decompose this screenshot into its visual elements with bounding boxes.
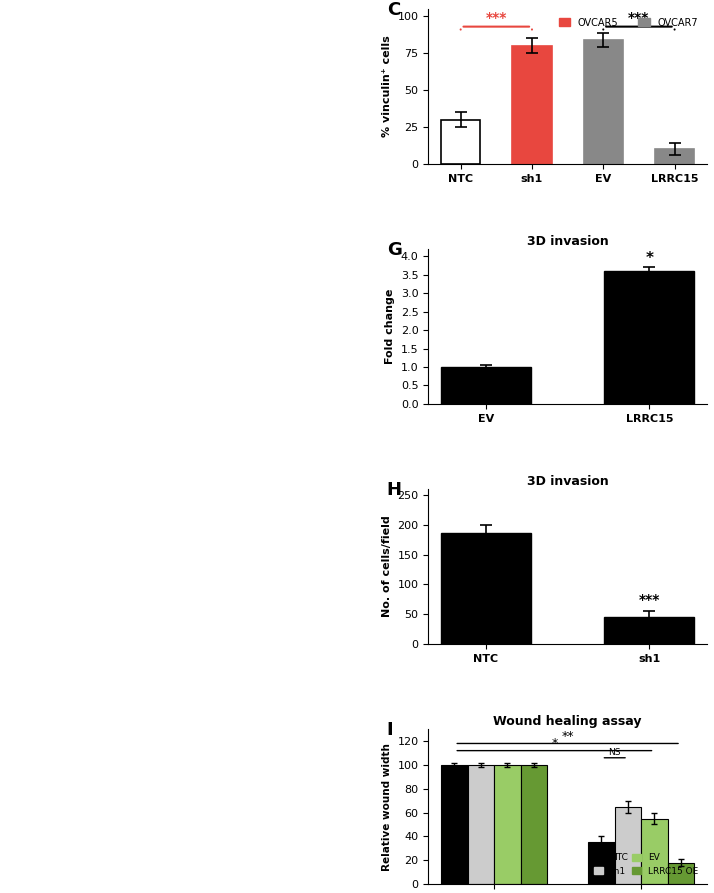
Text: ***: *** <box>638 593 660 607</box>
Legend: OVCAR5, OVCAR7: OVCAR5, OVCAR7 <box>555 13 702 31</box>
Bar <box>468 765 494 884</box>
Text: *: * <box>645 251 653 265</box>
Bar <box>441 120 481 163</box>
Bar <box>604 271 694 404</box>
Text: C: C <box>387 1 400 19</box>
Text: I: I <box>387 722 393 739</box>
Y-axis label: No. of cells/field: No. of cells/field <box>382 515 392 617</box>
Bar <box>655 149 694 163</box>
Text: ***: *** <box>628 11 650 25</box>
Bar <box>588 842 615 884</box>
Text: **: ** <box>561 730 574 743</box>
Text: H: H <box>387 481 402 499</box>
Text: *: * <box>551 737 558 750</box>
Y-axis label: Fold change: Fold change <box>386 288 396 364</box>
Title: 3D invasion: 3D invasion <box>527 475 608 488</box>
Legend: NTC, sh1, EV, LRRC15 OE: NTC, sh1, EV, LRRC15 OE <box>590 850 703 880</box>
Text: ***: *** <box>486 11 507 25</box>
Bar <box>604 617 694 644</box>
Y-axis label: Relative wound width: Relative wound width <box>382 743 392 871</box>
Y-axis label: % vinculin⁺ cells: % vinculin⁺ cells <box>382 36 392 138</box>
Text: NS: NS <box>608 748 621 757</box>
Bar <box>513 46 552 163</box>
Bar <box>615 806 641 884</box>
Bar <box>668 863 694 884</box>
Bar <box>494 765 521 884</box>
Title: 3D invasion: 3D invasion <box>527 235 608 248</box>
Bar <box>641 819 668 884</box>
Bar <box>583 40 623 163</box>
Title: Wound healing assay: Wound healing assay <box>493 715 642 728</box>
Bar <box>441 765 468 884</box>
Bar <box>521 765 547 884</box>
Text: G: G <box>387 241 401 259</box>
Bar <box>441 532 531 644</box>
Bar <box>441 367 531 404</box>
